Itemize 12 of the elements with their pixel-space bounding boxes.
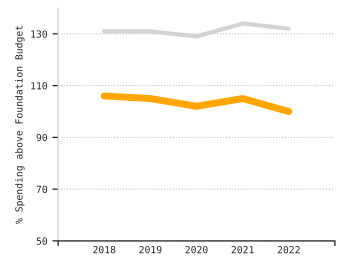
x-tick-label: 2019 [139,246,162,254]
y-tick-label: 50 [36,237,48,245]
x-tick-label: 2022 [278,246,300,254]
line-series [102,21,291,39]
x-tick-label: 2020 [186,246,208,254]
x-tick-label: 2021 [232,246,254,254]
y-axis-title: % Spending above Foundation Budget [15,26,25,224]
y-tick-label: 70 [36,186,48,193]
y-tick-label: 110 [31,82,48,90]
y-tick-label: 130 [31,30,48,38]
x-tick-label: 2018 [93,246,116,254]
y-tick-label: 90 [36,134,48,142]
